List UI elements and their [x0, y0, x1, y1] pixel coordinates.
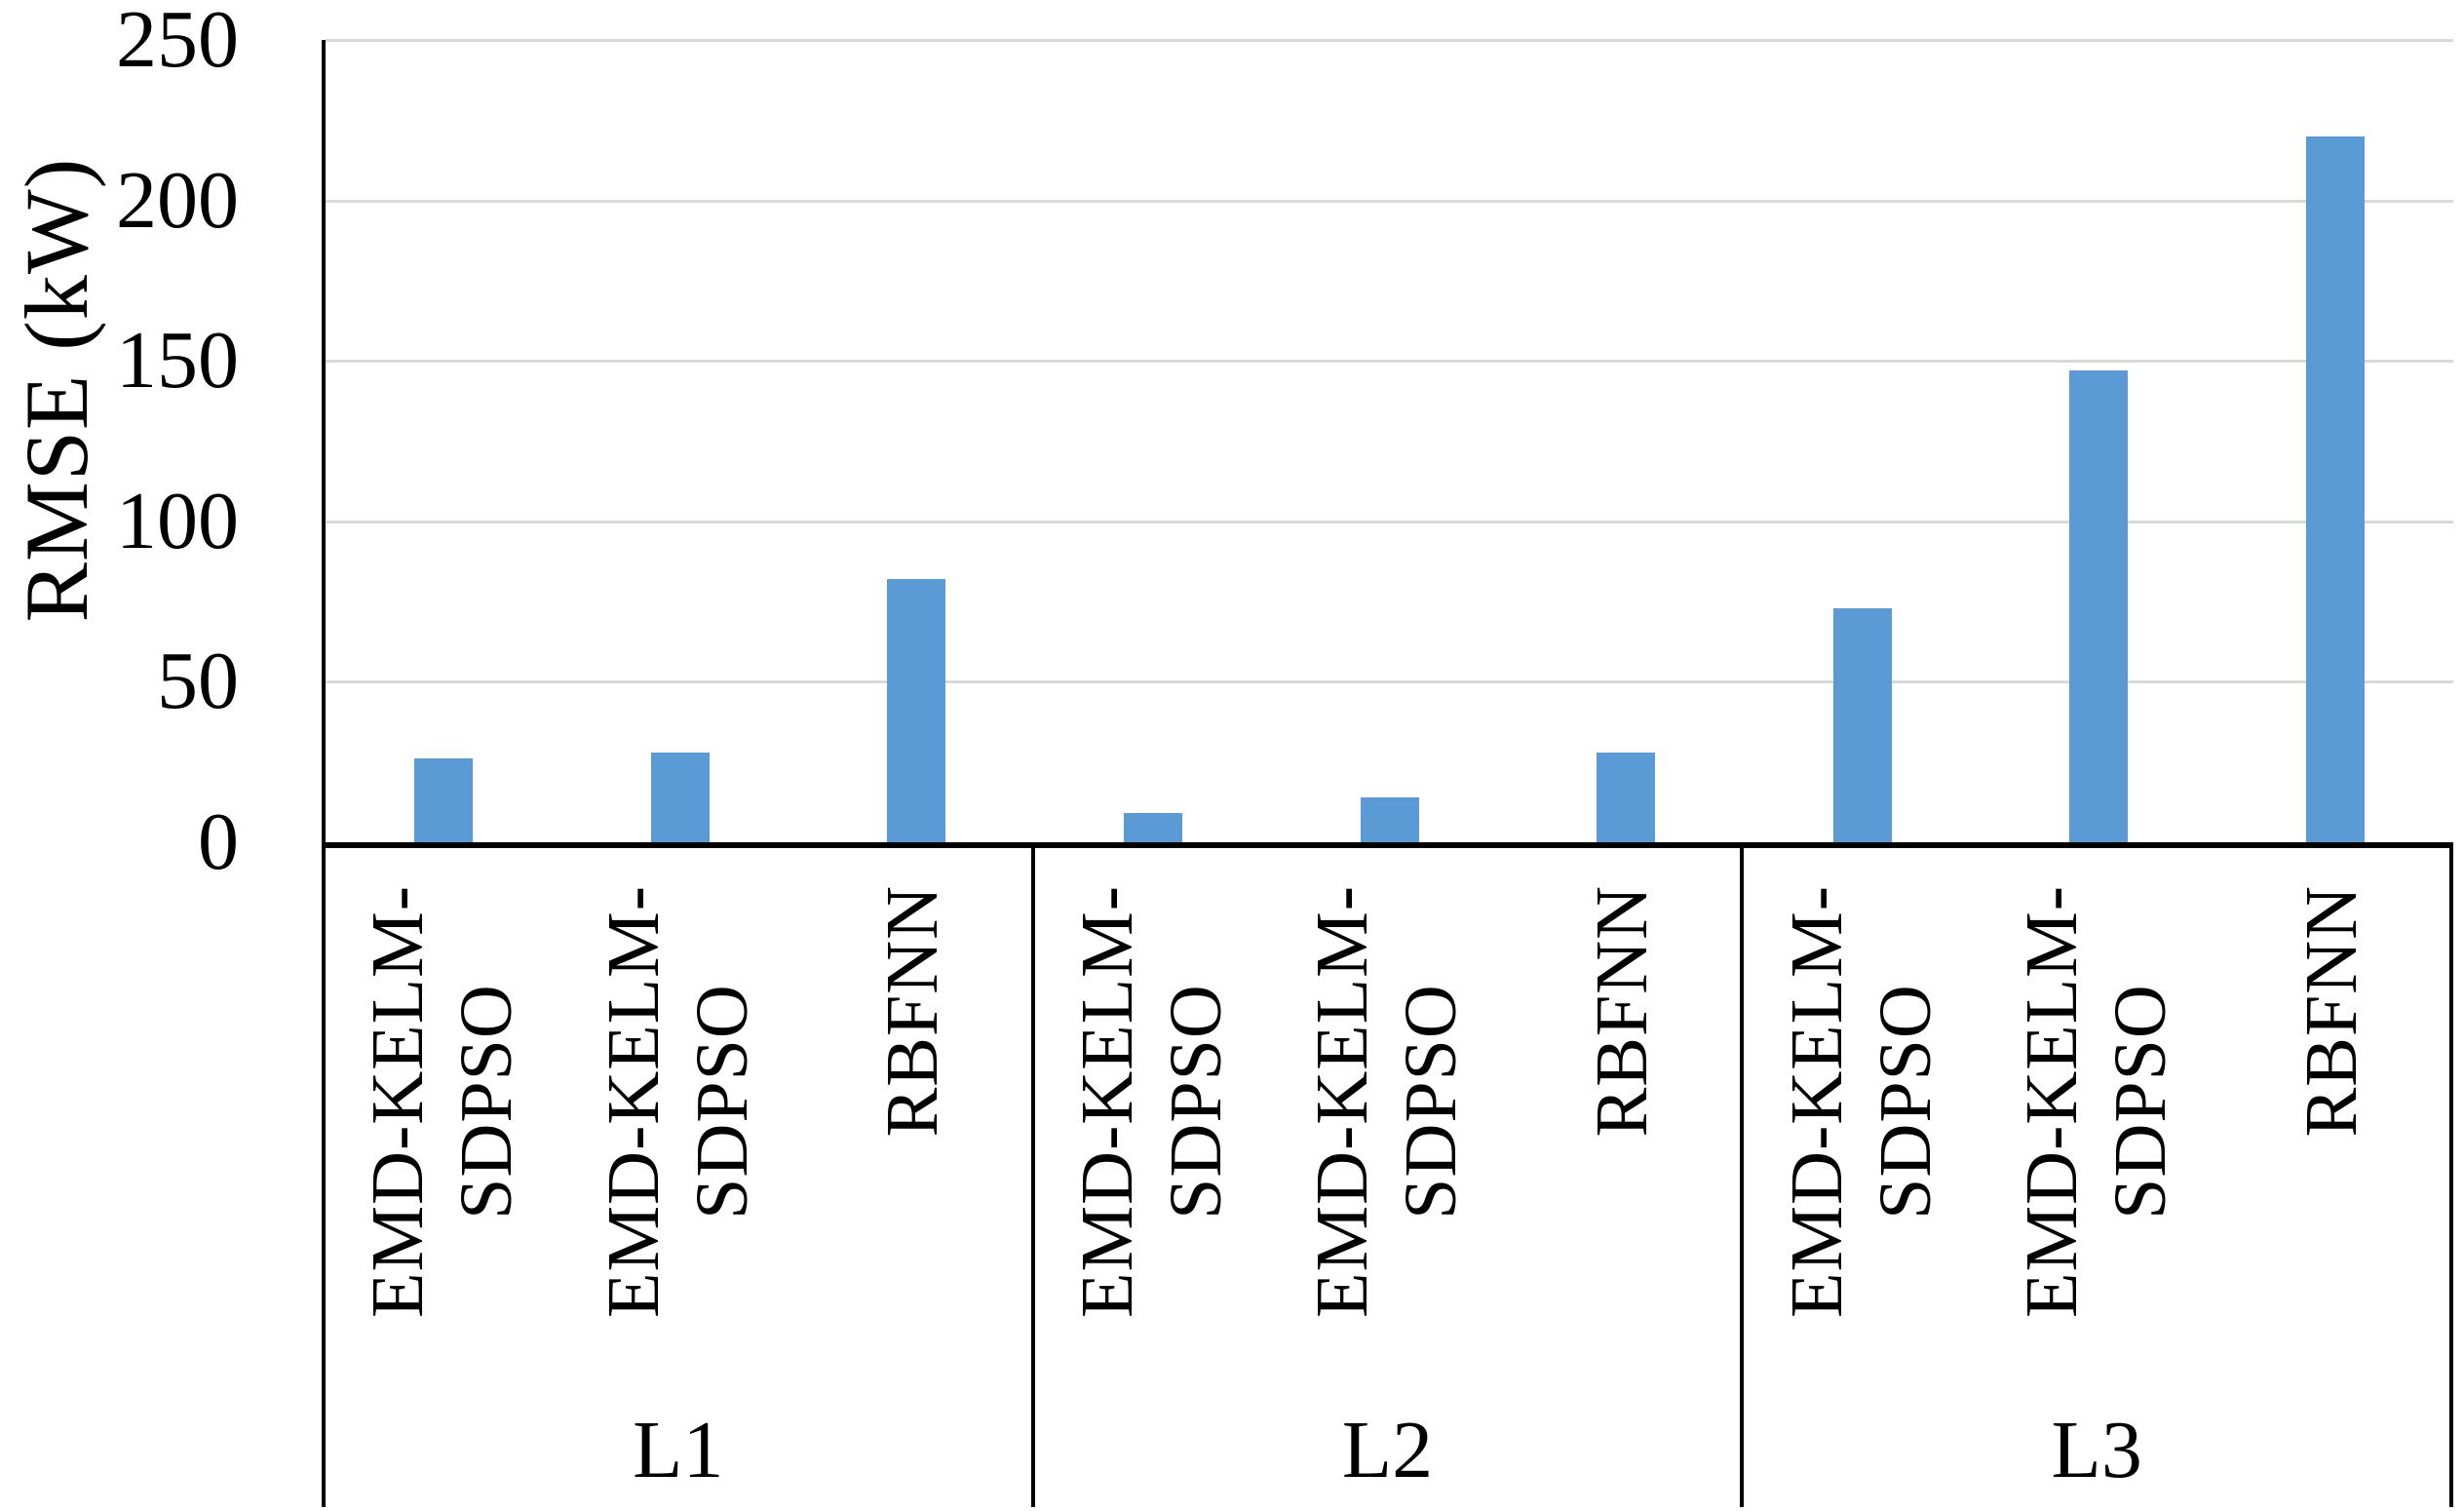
gridline: [326, 199, 2453, 203]
gridline: [326, 39, 2453, 42]
bar-slot: [2216, 40, 2453, 842]
category-label-slot: EMD-KELM- SDPSO: [1035, 848, 1270, 1507]
category-label-slot: RBFNN: [1505, 848, 1740, 1507]
y-tick-label: 250: [116, 0, 239, 85]
gridline: [326, 680, 2453, 684]
group-label-L3: L3: [2051, 1405, 2142, 1495]
gridline: [326, 520, 2453, 523]
category-label: EMD-KELM- SDPSO: [592, 885, 763, 1318]
bar-slot: [326, 40, 562, 842]
bar-group-L3: [1744, 40, 2453, 842]
category-label: EMD-KELM- SDPSO: [1301, 885, 1473, 1318]
y-tick-label: 50: [157, 636, 239, 727]
bar-L2-EMD-KELM-SDPSO: [1360, 796, 1419, 842]
gridline: [326, 360, 2453, 364]
x-group-cell-L3: EMD-KELM- SDPSO EMD-KELM- SDPSO RBFNN L3: [1740, 848, 2449, 1507]
bar-slot: [1981, 40, 2217, 842]
category-label: EMD-KELM- SDPSO: [357, 885, 528, 1318]
y-tick-label: 150: [116, 315, 239, 407]
category-label: RBFNN: [2290, 885, 2372, 1138]
bar-slot: [562, 40, 799, 842]
y-tick-label: 0: [198, 796, 239, 887]
x-axis-label-area: EMD-KELM- SDPSO EMD-KELM- SDPSO RBFNN L1 EMD…: [322, 848, 2453, 1507]
group-label-L1: L1: [633, 1405, 724, 1495]
category-label-slot: RBFNN: [795, 848, 1030, 1507]
x-group-cell-L2: EMD-KELM- SDPSO EMD-KELM- SDPSO RBFNN L2: [1030, 848, 1741, 1507]
category-label: RBFNN: [1581, 885, 1664, 1138]
bar-slot: [1271, 40, 1508, 842]
bar-slot: [1508, 40, 1745, 842]
group-label-L2: L2: [1341, 1405, 1434, 1495]
bar-group-L2: [1035, 40, 1745, 842]
bar-L2-RBFNN: [1597, 752, 1656, 842]
bar-slot: [1035, 40, 1272, 842]
category-label-slot: EMD-KELM- SDPSO: [326, 848, 560, 1507]
bar-L1-RBFNN: [887, 579, 946, 842]
bar-slot: [798, 40, 1035, 842]
bar-L3-EMD-KELM-SDPSO: [1832, 607, 1892, 842]
bar-L1-EMD-KELM-SDPSO: [650, 752, 710, 842]
category-label: EMD-KELM- SDPSO: [2010, 885, 2182, 1318]
bar-groups: [326, 40, 2453, 842]
bar-L1-EMD-KELM-SDPSO: [414, 758, 474, 842]
category-label-slot: RBFNN: [2214, 848, 2449, 1507]
x-group-cell-L1: EMD-KELM- SDPSO EMD-KELM- SDPSO RBFNN L1: [322, 848, 1031, 1507]
category-label: EMD-KELM- SDPSO: [1066, 885, 1238, 1318]
plot-area: [322, 39, 2453, 848]
category-label-slot: EMD-KELM- SDPSO: [1744, 848, 1979, 1507]
bar-L3-EMD-KELM-SDPSO: [2069, 370, 2129, 842]
y-tick-label: 100: [116, 475, 239, 566]
bar-L2-EMD-KELM-SDPSO: [1123, 813, 1182, 842]
bar-slot: [1744, 40, 1981, 842]
category-label: EMD-KELM- SDPSO: [1775, 885, 1946, 1318]
bar-L3-RBFNN: [2305, 136, 2365, 842]
y-tick-label: 200: [116, 154, 239, 246]
bar-group-L1: [326, 40, 1035, 842]
category-label: RBFNN: [871, 885, 954, 1138]
